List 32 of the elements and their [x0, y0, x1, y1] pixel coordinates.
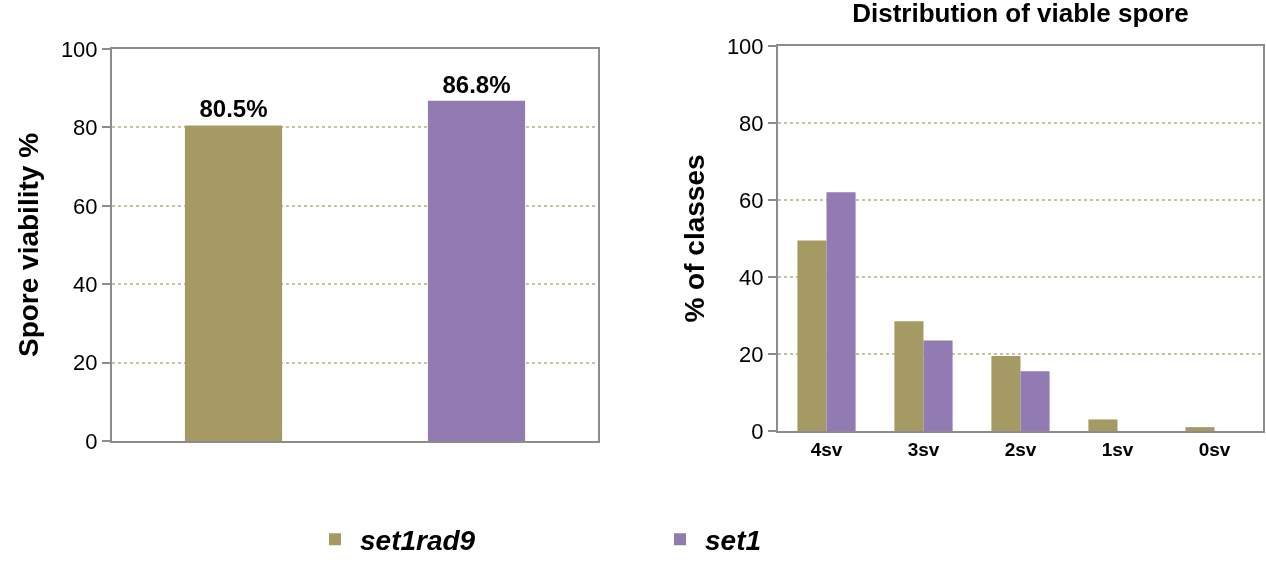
bar: [894, 321, 924, 431]
y-tick-label: 80: [73, 115, 98, 141]
bar: [1088, 419, 1118, 431]
bar: [923, 340, 953, 431]
legend-label: set1: [705, 525, 762, 557]
y-axis-title: % of classes: [679, 154, 711, 323]
bar: [826, 192, 856, 431]
y-tick-label: 80: [739, 110, 764, 136]
y-tick-label: 40: [739, 264, 764, 290]
y-tick-label: 100: [60, 36, 98, 62]
data-label: 80.5%: [199, 95, 268, 123]
y-tick-label: 60: [73, 193, 98, 219]
chart-title: Distribution of viable spore: [852, 0, 1189, 29]
y-axis-title: Spore viability %: [13, 132, 45, 358]
x-tick-label: 0sv: [1198, 438, 1231, 460]
x-tick-label: 3sv: [907, 438, 940, 460]
bar: [797, 240, 827, 431]
y-tick-label: 20: [73, 350, 98, 376]
bar: [991, 355, 1021, 431]
y-tick-label: 0: [85, 428, 98, 454]
bar: [1020, 371, 1050, 431]
y-tick-label: 40: [73, 271, 98, 297]
y-tick-label: 20: [739, 341, 764, 367]
x-tick-label: 4sv: [810, 438, 843, 460]
legend-label: set1rad9: [360, 525, 476, 557]
y-tick-label: 100: [726, 33, 764, 59]
data-label: 86.8%: [442, 70, 511, 98]
bar: [1185, 427, 1215, 431]
y-tick-label: 60: [739, 187, 764, 213]
x-tick-label: 1sv: [1101, 438, 1134, 460]
y-tick-label: 0: [751, 418, 764, 444]
x-tick-label: 2sv: [1004, 438, 1037, 460]
